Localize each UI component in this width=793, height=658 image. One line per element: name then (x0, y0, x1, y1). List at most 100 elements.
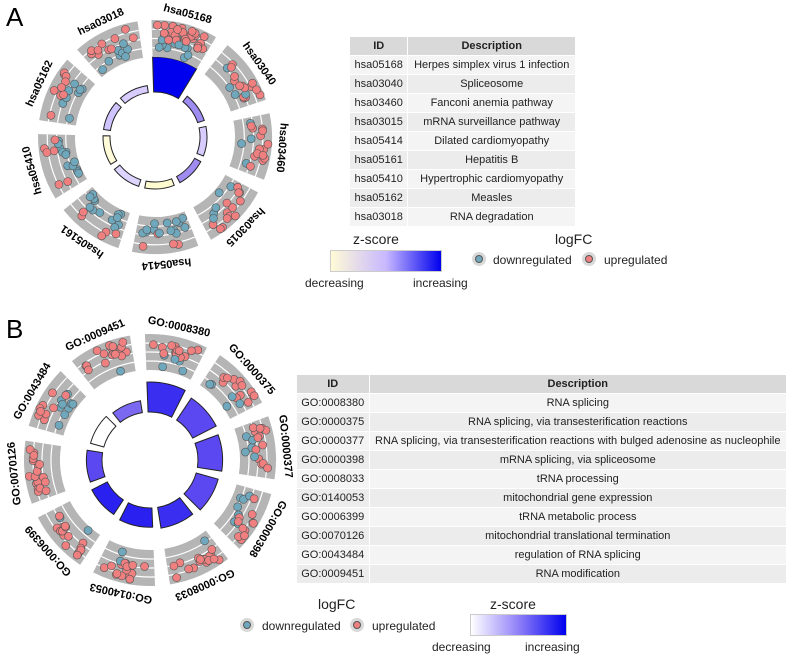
track-gridline (53, 509, 91, 551)
upregulated-gene-dot (107, 561, 116, 571)
downregulated-gene-dot (246, 134, 256, 144)
downregulated-gene-dot (166, 226, 176, 236)
upregulated-gene-dot (174, 346, 184, 356)
upregulated-gene-dot (251, 445, 261, 455)
zscore-decreasing-label: decreasing (305, 276, 364, 290)
downregulated-gene-dot (155, 228, 164, 238)
upregulated-gene-dot (60, 521, 70, 531)
upregulated-gene-dot (72, 550, 82, 560)
table-row: hsa03040 Spliceosome (350, 74, 576, 94)
downregulated-gene-dot (233, 502, 242, 512)
upregulated-gene-dot (222, 214, 232, 223)
id-cell: GO:0140053 (297, 488, 370, 508)
upregulated-dot-icon-b (350, 618, 364, 632)
upregulated-gene-dot (181, 37, 191, 46)
downregulated-gene-dot (98, 65, 107, 74)
downregulated-gene-dot (237, 139, 246, 148)
upregulated-gene-dot (233, 517, 243, 526)
upregulated-gene-dot (110, 34, 120, 43)
description-cell: regulation of RNA splicing (369, 545, 788, 565)
description-cell: RNA splicing, via transesterification re… (369, 412, 788, 432)
downregulated-gene-dot (113, 213, 122, 223)
upregulated-gene-dot (258, 126, 268, 136)
downregulated-gene-dot (183, 50, 193, 60)
downregulated-gene-dot (61, 150, 71, 159)
upregulated-gene-dot (84, 365, 93, 375)
zscore-legend-title: z-score (353, 231, 399, 247)
zscore-bar (175, 157, 202, 184)
description-cell: Hypertrophic cardiomyopathy (407, 169, 576, 189)
description-cell: mRNA surveillance pathway (407, 112, 576, 132)
zscore-increasing-label: increasing (413, 276, 468, 290)
upregulated-gene-dot (167, 341, 176, 350)
term-label: GO:0000377 (276, 414, 294, 478)
header-cell: Description (407, 37, 576, 56)
upregulated-gene-dot (111, 349, 120, 359)
upregulated-gene-dot (36, 407, 45, 416)
downregulated-gene-dot (83, 526, 93, 535)
downregulated-gene-dot (85, 192, 95, 202)
zscore-bar (85, 449, 106, 483)
upregulated-gene-dot (258, 440, 268, 450)
upregulated-gene-dot (55, 511, 64, 521)
upregulated-gene-dot (237, 381, 247, 390)
table-row: GO:0000375 RNA splicing, via transesterif… (297, 412, 788, 432)
upregulated-gene-dot (249, 494, 259, 504)
table-row: hsa05162 Measles (350, 188, 576, 208)
upregulated-gene-dot (57, 83, 66, 92)
downregulated-gene-dot (211, 203, 221, 212)
upregulated-gene-dot (223, 373, 232, 383)
upregulated-gene-dot (35, 460, 44, 469)
track-gridline (259, 419, 268, 479)
upregulated-gene-dot (252, 85, 261, 95)
downregulated-gene-dot (178, 366, 188, 376)
header-cell: Description (369, 375, 788, 394)
upregulated-gene-dot (29, 451, 39, 460)
upregulated-gene-dot (196, 555, 205, 564)
description-cell: Hepatitis B (407, 150, 576, 170)
upregulated-gene-dot (247, 510, 257, 519)
logfc-legend-title: logFC (555, 231, 593, 247)
downregulated-gene-dot (227, 392, 237, 401)
upregulated-gene-dot (240, 531, 249, 540)
upregulated-gene-dot (172, 573, 181, 582)
downregulated-gene-dot (119, 39, 128, 48)
downregulated-gene-dot (250, 452, 259, 462)
downregulated-dot-icon-b (240, 618, 254, 632)
upregulated-gene-dot (159, 28, 169, 38)
id-cell: hsa05168 (350, 55, 409, 75)
downregulated-gene-dot (241, 447, 250, 457)
table-row: GO:0000398 mRNA splicing, via spliceosome (297, 450, 788, 470)
upregulated-gene-dot (61, 391, 71, 400)
upregulated-gene-dot (243, 398, 253, 407)
upregulated-gene-dot (138, 242, 148, 251)
id-cell: hsa05162 (350, 188, 409, 208)
upregulated-gene-dot (187, 26, 197, 36)
zscore-bar (183, 472, 219, 511)
upregulated-label: upregulated (604, 253, 668, 267)
table-row: GO:0008033 tRNA processing (297, 469, 788, 489)
upregulated-gene-dot (187, 346, 196, 356)
description-cell: tRNA processing (369, 469, 788, 489)
downregulated-gene-dot (222, 402, 232, 411)
upregulated-gene-dot (40, 477, 50, 487)
upregulated-gene-dot (231, 211, 240, 221)
zscore-bar (102, 101, 122, 132)
table-row: hsa05168 Herpes simplex virus 1 infection (350, 55, 576, 75)
downregulated-gene-dot (74, 168, 83, 178)
table-row: hsa05414 Dilated cardiomyopathy (350, 131, 576, 151)
description-cell: Fanconi anemia pathway (407, 93, 576, 113)
upregulated-gene-dot (234, 188, 244, 198)
table-row: GO:0070126 mitochondrial translational te… (297, 526, 788, 546)
zscore-bar (89, 415, 117, 448)
description-cell: mitochondrial gene expression (369, 488, 788, 508)
upregulated-gene-dot (107, 44, 116, 54)
downregulated-label-b: downregulated (262, 619, 341, 633)
zscore-bar (157, 496, 194, 529)
zscore-decreasing-label-b: decreasing (432, 640, 491, 654)
upregulated-gene-dot (253, 433, 263, 442)
table-row: GO:0043484 regulation of RNA splicing (297, 545, 788, 565)
upregulated-gene-dot (125, 574, 135, 584)
upregulated-gene-dot (118, 337, 128, 347)
